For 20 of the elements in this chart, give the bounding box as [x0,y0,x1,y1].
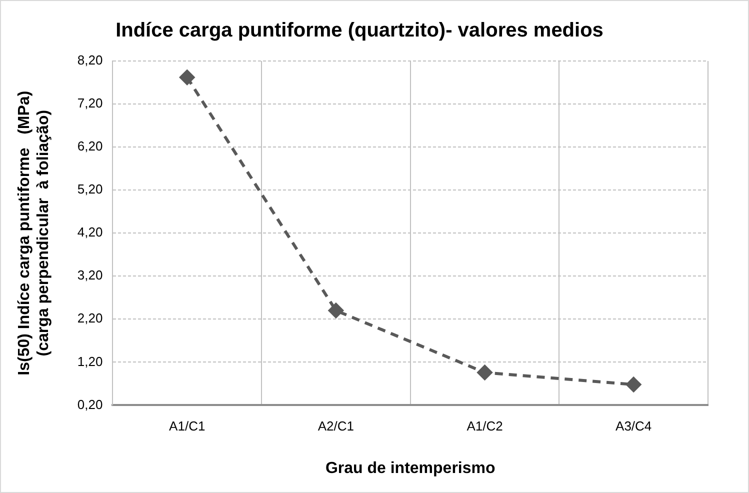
y-tick-label: 6,20 [77,138,103,154]
x-tick-label: A1/C1 [169,418,206,434]
x-tick-label: A1/C2 [466,418,503,434]
y-tick-label: 0,20 [77,396,103,412]
y-axis-title: Is(50) Indíce carga puntiforme (MPa) (carga perpendicular à foliação) [16,90,52,376]
point [626,377,642,392]
y-tick-label: 3,20 [77,268,103,283]
point [328,303,344,318]
point [477,365,492,380]
chart-title: Indíce carga puntiforme (quartzito)- valores medios [116,20,604,42]
x-tick-label: A3/C4 [616,418,652,434]
y-tick-label: 1,20 [77,354,103,369]
point [180,70,195,85]
x-tick-label: A2/C1 [318,418,354,434]
y-tick-label: 7,20 [77,96,103,111]
y-tick-label: 8,20 [77,52,103,68]
y-tick-label: 5,20 [77,182,103,197]
x-axis-title: Grau de intemperismo [325,460,496,477]
y-tick-label: 4,20 [77,224,103,240]
y-tick-label: 2,20 [77,310,103,326]
